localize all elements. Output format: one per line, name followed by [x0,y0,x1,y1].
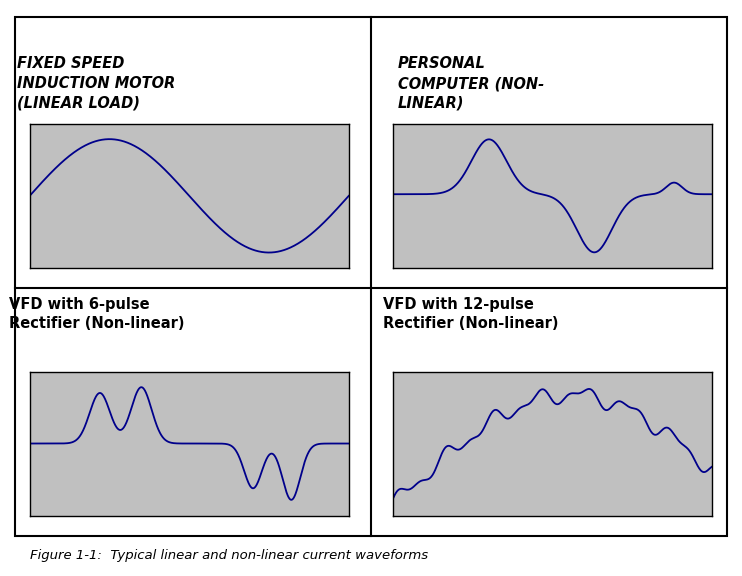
Text: VFD with 12-pulse
Rectifier (Non-linear): VFD with 12-pulse Rectifier (Non-linear) [384,297,559,331]
Text: Figure 1-1:  Typical linear and non-linear current waveforms: Figure 1-1: Typical linear and non-linea… [30,550,428,562]
Text: PERSONAL
COMPUTER (NON-
LINEAR): PERSONAL COMPUTER (NON- LINEAR) [398,56,545,111]
Text: FIXED SPEED
INDUCTION MOTOR
(LINEAR LOAD): FIXED SPEED INDUCTION MOTOR (LINEAR LOAD… [17,56,176,111]
Text: VFD with 6-pulse
Rectifier (Non-linear): VFD with 6-pulse Rectifier (Non-linear) [9,297,184,331]
